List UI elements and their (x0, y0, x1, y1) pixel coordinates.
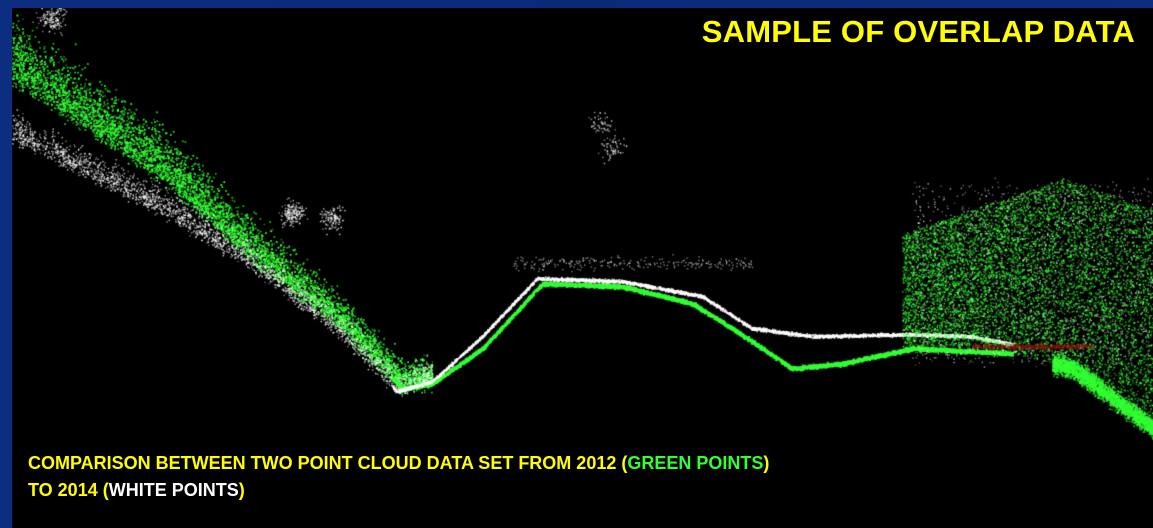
caption-green-points: GREEN POINTS (627, 453, 764, 473)
caption-text-2: TO 2014 ( (28, 480, 109, 500)
point-cloud-image (12, 8, 1153, 528)
caption: COMPARISON BETWEEN TWO POINT CLOUD DATA … (28, 450, 1138, 504)
caption-white-points: WHITE POINTS (108, 480, 239, 500)
caption-line-1: COMPARISON BETWEEN TWO POINT CLOUD DATA … (28, 450, 1138, 477)
slide-title: SAMPLE OF OVERLAP DATA (701, 14, 1135, 49)
caption-paren-2: ) (238, 480, 245, 500)
point-cloud-panel: SAMPLE OF OVERLAP DATA COMPARISON BETWEE… (12, 8, 1153, 528)
caption-paren-1: ) (763, 453, 770, 473)
caption-line-2: TO 2014 (WHITE POINTS) (28, 477, 1138, 504)
caption-text-1: COMPARISON BETWEEN TWO POINT CLOUD DATA … (28, 453, 628, 473)
